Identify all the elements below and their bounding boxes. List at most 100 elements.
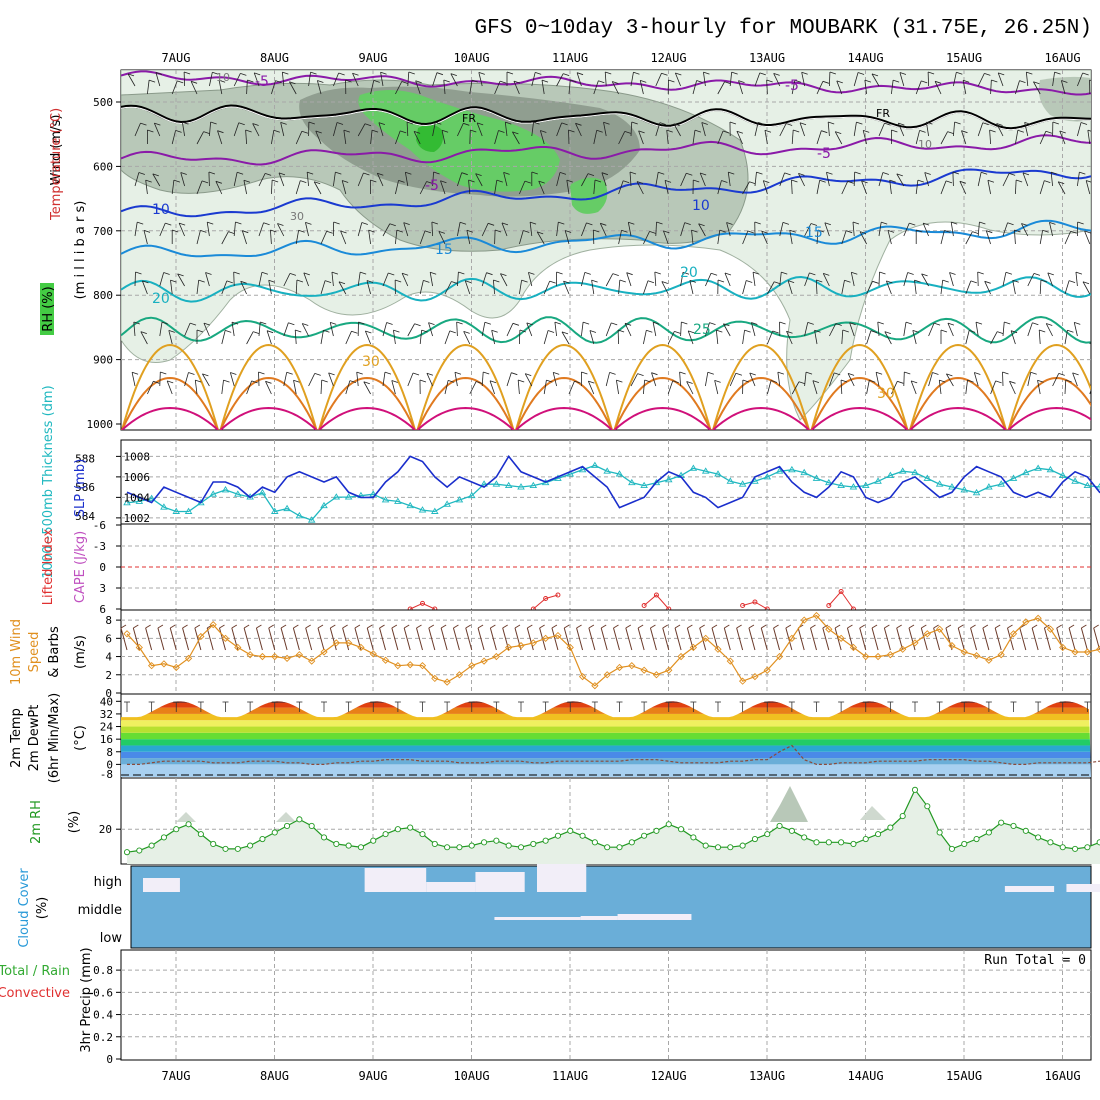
wind-barb-flag — [275, 80, 282, 83]
wind10-point — [603, 671, 611, 679]
wind10-point — [455, 671, 464, 679]
wind-barb — [841, 330, 844, 345]
wind-barb-flag — [561, 331, 569, 335]
wind-barb-flag — [251, 380, 258, 384]
wind-barb — [764, 130, 768, 145]
wind-barb — [277, 223, 285, 237]
wind-barb-flag — [605, 71, 612, 75]
wind-barb-flag — [338, 72, 345, 76]
wind-barb — [252, 123, 260, 137]
wind-barb — [777, 372, 781, 387]
wind-barb — [143, 230, 148, 245]
wind-barb-flag — [694, 129, 702, 133]
wind-barb — [171, 80, 178, 95]
thickness-point — [406, 501, 414, 509]
rh2m-point — [850, 840, 857, 848]
wind-barb-flag — [501, 222, 509, 226]
thickness-point — [948, 483, 956, 490]
temp2m-tick-label: 16 — [100, 733, 113, 746]
wind-barb-flag — [1049, 221, 1056, 225]
wind-barb-flag — [565, 230, 572, 233]
wind-barb — [940, 180, 947, 195]
wind10-barb-flag — [945, 624, 952, 629]
wind-barb-flag — [682, 271, 690, 275]
rh-label-30: 30 — [290, 210, 304, 223]
wind-barb — [989, 130, 991, 145]
rh2m-point — [936, 829, 943, 836]
wind-barb — [538, 180, 545, 195]
temp-contour-10 — [121, 168, 1091, 218]
wind-barb-flag — [624, 131, 631, 134]
wind10-barb — [760, 627, 768, 651]
wind-barb — [278, 172, 285, 187]
run-total-label: Run Total = 0 — [984, 953, 1086, 968]
wind10-barb-flag — [440, 624, 447, 629]
wind-barb-flag — [984, 73, 991, 76]
wind10-barb-flag — [194, 624, 201, 629]
wind-barb — [742, 280, 747, 295]
wind-barb — [1021, 223, 1029, 237]
wind10-ylabel-b: Speed — [27, 632, 42, 673]
temp-label-m5c: -5 — [817, 146, 831, 162]
wind-barb-flag — [1058, 181, 1065, 185]
wind-barb-flag — [210, 121, 217, 125]
temp-label-15a: 15 — [435, 242, 453, 258]
wind-barb — [190, 81, 198, 95]
wind-barb-flag — [314, 181, 321, 185]
wind10-point — [308, 657, 316, 665]
wind-barb — [689, 280, 694, 295]
wind-barb-flag — [686, 172, 693, 176]
wind10-point — [418, 662, 427, 670]
wind-barb — [407, 372, 414, 387]
wind-barb-flag — [772, 330, 779, 334]
wind-barb — [861, 180, 867, 195]
axis-tick-label: 4 — [105, 651, 112, 664]
wind-barb-flag — [465, 280, 472, 284]
thickness-point — [431, 507, 439, 514]
wind-barb — [243, 180, 247, 195]
wind-barb-flag — [142, 280, 149, 284]
wind-barb — [887, 230, 892, 245]
cloud-level-high: high — [94, 875, 122, 890]
wind-barb — [581, 322, 584, 337]
wind-barb-flag — [335, 171, 342, 175]
wind-barb-flag — [1074, 321, 1081, 325]
wind-barb-flag — [511, 372, 518, 376]
wind10-point — [849, 643, 858, 652]
wind-barb — [1049, 222, 1053, 237]
wind10-barb — [920, 627, 928, 651]
wind-barb — [415, 80, 421, 95]
temp-contour-35 — [515, 376, 613, 430]
temp-label-20a: 20 — [152, 291, 170, 307]
wind-barb-flag — [942, 279, 949, 283]
wind-barb — [915, 80, 922, 95]
rh-shading — [121, 70, 1091, 421]
wind-barb — [896, 173, 905, 187]
wind-barb — [240, 281, 247, 295]
wind-barb — [432, 72, 438, 87]
wind-barb-flag — [872, 280, 879, 284]
wind-barb-flag — [809, 272, 816, 276]
wind10-barb — [773, 627, 781, 651]
wind-barb — [687, 330, 694, 345]
wind-barb — [352, 73, 359, 87]
wind-barb — [380, 72, 384, 87]
wind-barb-flag — [493, 279, 500, 283]
date-label-top: 15AUG — [946, 51, 982, 65]
wind-barb — [1022, 172, 1029, 187]
wind-barb — [341, 180, 347, 195]
wind-barb — [1072, 372, 1078, 387]
wind10-point — [923, 630, 931, 638]
wind-barb — [686, 381, 694, 395]
wind-barb-flag — [1070, 230, 1077, 234]
wind-barb — [599, 223, 607, 237]
wind10-barb-flag — [982, 624, 989, 629]
temp-contour-40 — [318, 406, 416, 430]
wind-barb-flag — [889, 179, 896, 183]
wind-barb — [878, 172, 884, 187]
wind-barb-flag — [546, 379, 553, 383]
wind10-barb-flag — [736, 624, 742, 629]
wind-barb — [463, 331, 471, 345]
thickness-point — [874, 477, 882, 484]
